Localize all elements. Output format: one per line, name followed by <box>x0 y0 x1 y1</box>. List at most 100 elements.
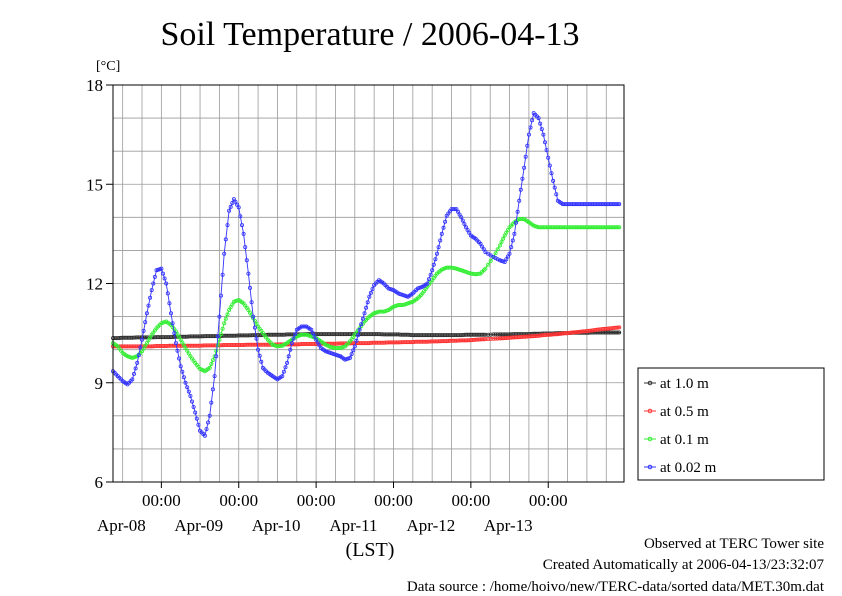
data-point <box>493 332 498 337</box>
data-point <box>539 127 544 132</box>
data-point <box>151 281 156 286</box>
data-point <box>144 311 149 316</box>
data-point <box>495 247 500 252</box>
data-point <box>486 332 491 337</box>
data-point <box>180 369 185 374</box>
data-point <box>501 236 506 241</box>
data-point <box>160 271 165 276</box>
data-point <box>528 125 533 130</box>
data-point <box>357 327 362 332</box>
footer-created: Created Automatically at 2006-04-13/23:3… <box>542 557 824 573</box>
data-point <box>491 336 496 341</box>
data-point <box>480 244 485 249</box>
data-point <box>546 155 551 160</box>
data-point <box>488 332 493 337</box>
data-point <box>459 215 464 220</box>
data-point <box>202 433 207 438</box>
data-point <box>239 223 244 228</box>
data-point <box>172 331 177 336</box>
data-point <box>244 258 249 263</box>
data-point <box>188 393 193 398</box>
data-point <box>488 336 493 341</box>
data-point <box>312 334 317 339</box>
y-tick-label: 15 <box>86 175 103 194</box>
data-point <box>481 337 486 342</box>
x-tick-label: 00:00 <box>451 491 490 510</box>
data-point <box>367 294 372 299</box>
data-point <box>238 214 243 219</box>
data-point <box>135 360 140 365</box>
data-point <box>360 316 365 321</box>
data-point <box>370 286 375 291</box>
data-point <box>148 295 153 300</box>
data-point <box>175 348 180 353</box>
data-point <box>207 413 212 418</box>
data-point <box>227 208 232 213</box>
data-point <box>443 219 448 224</box>
data-point <box>507 251 512 256</box>
data-point <box>547 163 552 168</box>
data-point <box>452 207 457 212</box>
data-point <box>615 202 620 207</box>
data-point <box>365 300 370 305</box>
data-point <box>159 266 164 271</box>
data-point <box>493 251 498 256</box>
data-point <box>455 209 460 214</box>
data-point <box>351 348 356 353</box>
data-point <box>510 238 515 243</box>
data-point <box>462 221 467 226</box>
data-point <box>207 365 212 370</box>
data-point <box>210 358 215 363</box>
legend-swatch-marker <box>647 408 653 414</box>
data-point <box>178 364 183 369</box>
data-point <box>246 271 251 276</box>
data-point <box>173 341 178 346</box>
data-point <box>530 118 535 123</box>
data-point <box>249 300 254 305</box>
data-point <box>283 365 288 370</box>
data-point <box>209 400 214 405</box>
data-point <box>143 343 148 348</box>
series-line-at-0-1-m <box>112 218 621 372</box>
data-point <box>515 209 520 214</box>
data-point <box>136 353 141 358</box>
data-point <box>139 337 144 342</box>
data-point <box>509 245 514 250</box>
data-point <box>206 420 211 425</box>
data-point <box>131 371 136 376</box>
data-point <box>209 361 214 366</box>
data-point <box>523 154 528 159</box>
data-point <box>293 332 298 337</box>
data-point <box>281 369 286 374</box>
x-axis-label: (LST) <box>346 539 395 561</box>
data-point <box>130 377 135 382</box>
x-date-label: Apr-10 <box>252 516 301 535</box>
data-point <box>222 251 227 256</box>
data-point <box>493 336 498 341</box>
footer-site: Observed at TERC Tower site <box>643 536 824 552</box>
data-point <box>170 321 175 326</box>
data-point <box>223 316 228 321</box>
y-axis-unit: [°C] <box>96 59 120 74</box>
data-point <box>214 354 219 359</box>
data-point <box>439 231 444 236</box>
chart-title: Soil Temperature / 2006-04-13 <box>160 16 579 53</box>
data-point <box>257 353 262 358</box>
data-point <box>133 366 138 371</box>
data-point <box>222 321 227 326</box>
data-point <box>191 404 196 409</box>
data-point <box>486 336 491 341</box>
legend-label: at 0.02 m <box>660 460 717 476</box>
data-point <box>254 336 259 341</box>
data-point <box>138 345 143 350</box>
data-point <box>355 333 360 338</box>
data-point <box>354 338 359 343</box>
data-point <box>189 399 194 404</box>
data-point <box>280 374 285 379</box>
data-point <box>460 218 465 223</box>
legend-label: at 0.5 m <box>660 404 709 420</box>
x-date-label: Apr-12 <box>406 516 455 535</box>
data-point <box>431 262 436 267</box>
data-point <box>536 116 541 121</box>
data-point <box>194 416 199 421</box>
